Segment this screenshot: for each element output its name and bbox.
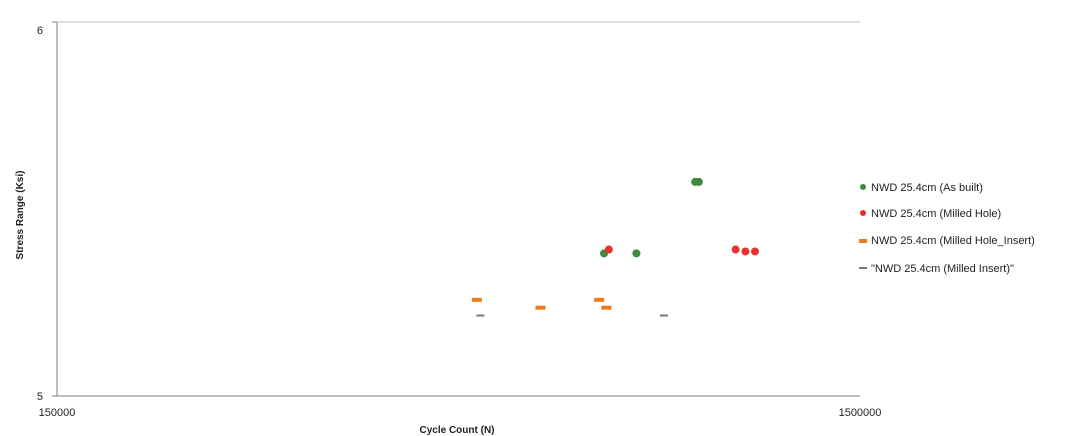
y-tick-label-top: 6: [37, 25, 43, 37]
legend-label-milled-insert: "NWD 25.4cm (Milled Insert)": [871, 263, 1014, 275]
legend-item-as-built: NWD 25.4cm (As built): [860, 182, 983, 194]
legend-item-milled-hole-insert: NWD 25.4cm (Milled Hole_Insert): [859, 235, 1035, 247]
data-point-nwd-25-4cm-milled-hole-1: [731, 245, 740, 254]
legend: NWD 25.4cm (As built) NWD 25.4cm (Milled…: [859, 182, 1035, 275]
data-point-nwd-25-4cm-milled-hole-2: [741, 247, 750, 256]
legend-label-as-built: NWD 25.4cm (As built): [871, 182, 983, 194]
x-tick-label-left: 150000: [39, 407, 76, 419]
plot-area: [56, 21, 860, 397]
x-axis-label: Cycle Count (N): [420, 425, 495, 436]
legend-marker-as-built: [860, 184, 866, 190]
x-axis-ticks: 150000 1500000: [39, 407, 882, 419]
y-tick-label-bottom: 5: [37, 391, 43, 403]
legend-marker-milled-hole-insert: [859, 239, 867, 243]
legend-marker-milled-hole: [860, 210, 866, 216]
y-axis-ticks: 6 5: [37, 21, 57, 403]
data-point-nwd-25-4cm-as-built-3: [694, 177, 703, 186]
data-point-nwd-25-4cm-milled-hole-0: [604, 245, 613, 254]
data-point-nwd-25-4cm-as-built-1: [632, 249, 641, 258]
legend-label-milled-hole-insert: NWD 25.4cm (Milled Hole_Insert): [871, 235, 1035, 247]
series-nwd-25-4cm-milled-hole: [604, 245, 759, 256]
data-point-nwd-25-4cm-milled-hole-insert-1: [594, 297, 605, 302]
data-point-nwd-25-4cm-milled-hole-insert-0: [471, 297, 482, 302]
legend-label-milled-hole: NWD 25.4cm (Milled Hole): [871, 208, 1001, 220]
data-point-nwd-25-4cm-milled-hole-3: [750, 247, 759, 256]
legend-item-milled-hole: NWD 25.4cm (Milled Hole): [860, 208, 1001, 220]
series-nwd-25-4cm-milled-hole-insert: [471, 297, 612, 310]
legend-item-milled-insert: "NWD 25.4cm (Milled Insert)": [859, 263, 1014, 275]
data-point-nwd-25-4cm-milled-hole-insert-2: [535, 305, 546, 310]
data-point-nwd-25-4cm-milled-hole-insert-3: [601, 305, 612, 310]
series-layer: [471, 177, 759, 317]
x-tick-label-right: 1500000: [839, 407, 882, 419]
y-axis-label: Stress Range (Ksi): [15, 171, 26, 260]
series-nwd-25-4cm-as-built: [600, 177, 703, 258]
